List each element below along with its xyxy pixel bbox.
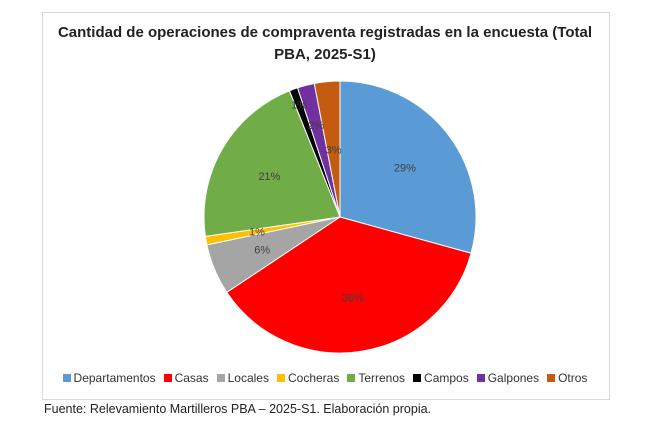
chart-title: Cantidad de operaciones de compraventa r… [57, 24, 593, 63]
legend-item-otros: Otros [547, 371, 587, 385]
legend: Departamentos Casas Locales Cocheras Terreno… [42, 371, 608, 385]
slice-departamentos [339, 80, 477, 254]
legend-label: Terrenos [358, 371, 406, 385]
legend-swatch [476, 374, 485, 382]
source-note: Fuente: Relevamiento Martilleros PBA – 2… [44, 402, 432, 416]
data-label-casas: 36% [342, 293, 364, 305]
legend-label: Campos [424, 371, 469, 385]
data-label-campos: 1% [291, 100, 307, 112]
legend-item-cocheras: Cocheras [276, 371, 340, 385]
legend-swatch [62, 374, 71, 382]
slice-terrenos [203, 90, 341, 237]
data-label-otros: 3% [326, 144, 342, 156]
chart-frame [42, 12, 610, 400]
legend-swatch [547, 374, 556, 382]
legend-label: Galpones [487, 371, 540, 385]
legend-item-casas: Casas [163, 371, 209, 385]
legend-swatch [216, 374, 225, 382]
data-label-departamentos: 29% [394, 163, 416, 175]
legend-item-locales: Locales [216, 371, 269, 385]
data-label-locales: 6% [254, 245, 270, 257]
legend-label: Casas [174, 371, 209, 385]
legend-label: Cocheras [287, 371, 340, 385]
legend-item-departamentos: Departamentos [62, 371, 156, 385]
data-label-terrenos: 21% [258, 171, 280, 183]
legend-item-terrenos: Terrenos [347, 371, 405, 385]
legend-label: Locales [227, 371, 269, 385]
legend-swatch [347, 374, 356, 382]
legend-item-campos: Campos [413, 371, 469, 385]
data-label-cocheras: 1% [249, 227, 265, 239]
data-label-galpones: 2% [308, 120, 324, 132]
legend-label: Otros [558, 371, 588, 385]
legend-swatch [163, 374, 172, 382]
legend-swatch [276, 374, 285, 382]
legend-swatch [413, 374, 422, 382]
legend-item-galpones: Galpones [476, 371, 540, 385]
legend-label: Departamentos [73, 371, 156, 385]
slice-otros [313, 80, 341, 218]
slice-casas [226, 216, 472, 354]
